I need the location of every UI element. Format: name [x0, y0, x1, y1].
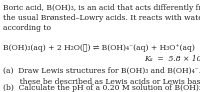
- Text: (b)  Calculate the pH of a 0.20 M solution of B(OH)₃(aq).: (b) Calculate the pH of a 0.20 M solutio…: [3, 84, 200, 92]
- Text: (a)  Draw Lewis structures for B(OH)₃ and B(OH)₄⁻. Can
       these be described: (a) Draw Lewis structures for B(OH)₃ and…: [3, 67, 200, 86]
- Text: B(OH)₃(aq) + 2 H₂O(ℓ) ⇌ B(OH)₄⁻(aq) + H₃O⁺(aq): B(OH)₃(aq) + 2 H₂O(ℓ) ⇌ B(OH)₄⁻(aq) + H₃…: [3, 44, 194, 52]
- Text: Kₐ  =  5.8 × 10⁻¹⁰: Kₐ = 5.8 × 10⁻¹⁰: [144, 55, 200, 63]
- Text: Boric acid, B(OH)₃, is an acid that acts differently from
the usual Brønsted–Low: Boric acid, B(OH)₃, is an acid that acts…: [3, 4, 200, 32]
